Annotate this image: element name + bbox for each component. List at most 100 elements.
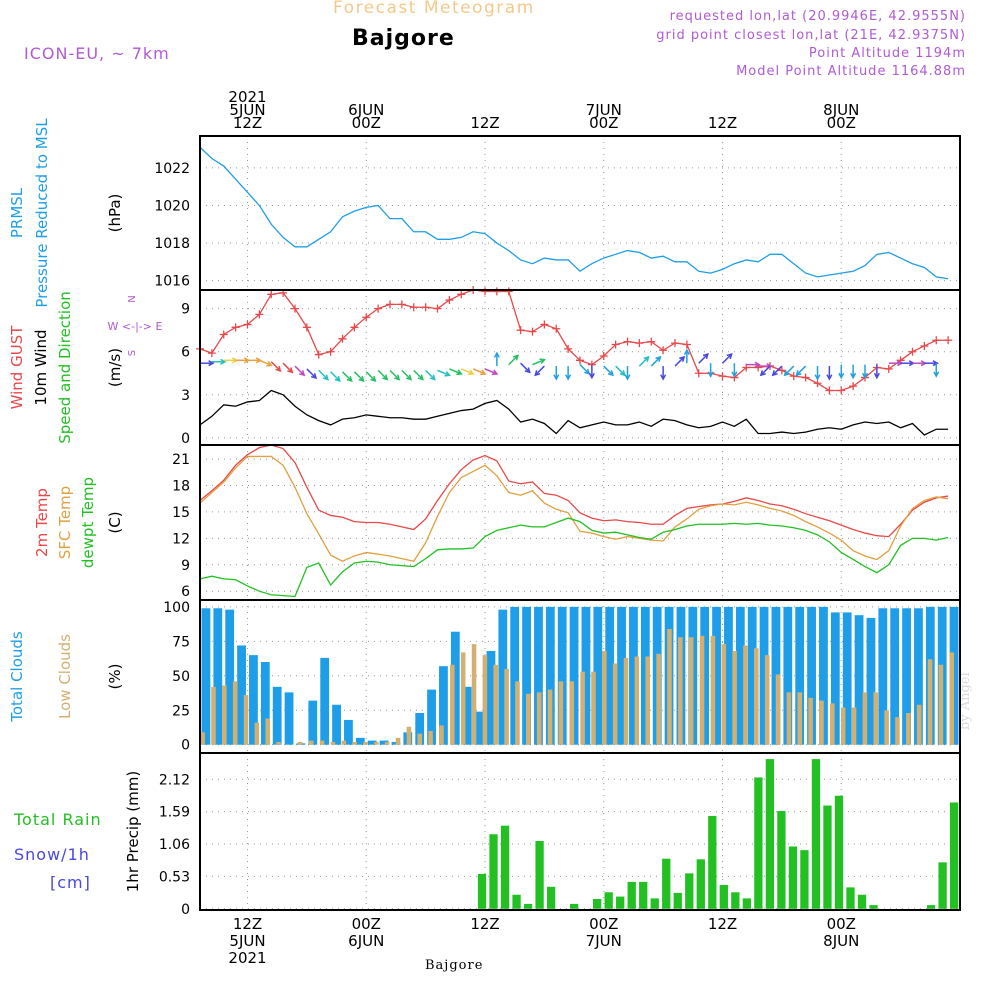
y-tick-label: 50: [172, 669, 190, 685]
wind-arrow: [826, 366, 833, 381]
wind-arrow-shaft: [534, 365, 545, 376]
bar: [673, 892, 682, 909]
bar: [662, 858, 671, 909]
bar: [211, 686, 216, 745]
top-time-label: 2021: [228, 88, 266, 106]
wind-arrow: [259, 359, 273, 367]
bar: [719, 884, 728, 909]
wind-arrow: [924, 360, 939, 367]
wind-arrow-shaft: [306, 368, 317, 379]
bar: [320, 657, 330, 745]
bar: [938, 862, 947, 909]
wind-arrow-shaft: [772, 365, 783, 376]
gust-marker: [219, 330, 228, 339]
precip-y-axis-label: 1hr Precip (mm): [124, 771, 142, 892]
bar: [604, 892, 613, 909]
wind-arrow-head: [679, 355, 686, 362]
bar: [735, 606, 745, 745]
gust-marker: [932, 336, 941, 345]
bar: [330, 741, 336, 745]
bar: [344, 719, 353, 745]
bar: [352, 741, 357, 745]
bar: [200, 732, 205, 745]
bar: [639, 881, 648, 909]
bar: [504, 668, 509, 745]
gust-marker: [338, 334, 347, 343]
bar: [884, 710, 889, 745]
bar: [265, 718, 271, 745]
y-tick-label: 3: [181, 388, 190, 404]
bar: [450, 664, 455, 745]
bar: [890, 608, 900, 745]
bar: [914, 608, 923, 745]
wind-arrow-head: [358, 375, 365, 383]
bar: [276, 741, 281, 745]
gust-marker: [552, 324, 561, 333]
grid-point-coords: grid point closest lon,lat (21E, 42.9375…: [656, 28, 966, 43]
wind-arrow: [377, 369, 389, 381]
wind-arrow: [472, 368, 487, 376]
compass-south: S: [127, 350, 138, 356]
bar: [355, 737, 365, 745]
gust-marker: [291, 304, 299, 313]
bar: [545, 606, 555, 745]
pressure-side-label: PRMSL: [8, 187, 26, 238]
top-time-label: 00Z: [827, 114, 856, 132]
wind-arrow-head: [310, 373, 318, 380]
bottom-time-label: 12Z: [470, 915, 499, 933]
gust-marker: [243, 320, 252, 329]
gust-marker: [374, 304, 383, 313]
top-time-label: 00Z: [352, 114, 381, 132]
wind-arrow-head: [838, 372, 845, 380]
bar: [558, 681, 564, 745]
wind-arrow-head: [683, 348, 690, 355]
bar: [819, 700, 824, 745]
bar: [938, 664, 944, 745]
wind-arrow-head: [565, 374, 572, 381]
wind-arrow-shaft: [532, 358, 545, 366]
wind-arrow-head: [275, 365, 282, 372]
bar: [851, 707, 857, 745]
bar: [777, 811, 786, 909]
model-altitude: Model Point Altitude 1164.88m: [736, 64, 966, 79]
temperature-side-label: SFC Temp: [56, 486, 74, 559]
series-line: [199, 455, 949, 562]
wind-arrow-head: [394, 374, 401, 381]
wind-arrow-head: [795, 370, 802, 377]
y-tick-label: 9: [181, 558, 190, 574]
y-tick-label: 9: [181, 302, 190, 318]
wind-arrow-shaft: [270, 361, 281, 372]
pressure-y-axis-label: (hPa): [106, 194, 124, 233]
bar: [811, 759, 821, 909]
gust-marker: [504, 287, 513, 296]
wind-arrow-shaft: [259, 359, 272, 366]
bar: [617, 606, 626, 745]
clouds-side-label: Low Clouds: [56, 634, 74, 719]
bar: [712, 606, 721, 745]
wind-arrow-head: [220, 358, 227, 365]
bar: [460, 652, 466, 745]
bar: [332, 704, 341, 745]
bar: [515, 681, 520, 745]
y-tick-label: 1018: [154, 236, 190, 252]
wind-arrow-head: [468, 369, 475, 376]
y-tick-label: 12: [172, 531, 190, 547]
wind-arrow-shaft: [365, 371, 376, 382]
wind-arrow-shaft: [460, 368, 474, 375]
pressure-panel-frame: [199, 135, 961, 291]
wind-arrow-head: [444, 370, 451, 377]
bar: [645, 656, 651, 745]
bar: [710, 635, 716, 745]
bar: [754, 648, 759, 745]
bar: [747, 606, 757, 745]
bar: [522, 606, 531, 745]
bar: [759, 606, 769, 745]
precip-side-label: [cm]: [50, 873, 91, 892]
series-line: [199, 289, 949, 392]
wind-arrow-head: [534, 370, 541, 377]
y-tick-label: 0: [181, 902, 190, 918]
y-tick-label: 2.12: [159, 772, 190, 788]
wind-arrow: [211, 358, 227, 365]
gust-marker: [659, 346, 668, 355]
bar: [581, 606, 591, 745]
